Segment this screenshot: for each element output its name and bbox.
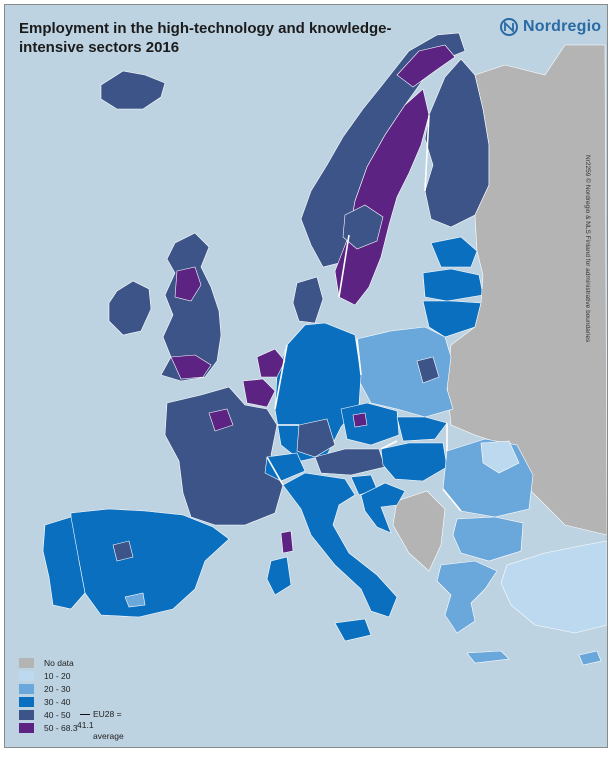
region-slovakia (396, 416, 448, 442)
legend-item-40-50: 40 - 50 (19, 709, 78, 721)
region-corsica (280, 530, 294, 554)
europe-choropleth-map (42, 32, 607, 666)
region-london (170, 354, 212, 380)
map-frame: Employment in the high-technology and kn… (4, 4, 608, 748)
legend-swatch (19, 697, 34, 707)
region-france (164, 386, 284, 526)
region-canary-islands (124, 592, 146, 608)
region-poland (356, 326, 454, 418)
legend-swatch (19, 723, 34, 733)
region-sweden (334, 88, 430, 306)
nordregio-logo-text: Nordregio (523, 18, 602, 35)
map-title: Employment in the high-technology and kn… (19, 20, 392, 56)
legend-label: 10 - 20 (44, 671, 71, 681)
region-greece (436, 560, 498, 634)
legend-label: No data (44, 658, 74, 668)
legend-label: 30 - 40 (44, 697, 71, 707)
region-sardinia (266, 556, 292, 596)
map-credit: Nr2259 © Nordregio & NLS Finland for adm… (584, 155, 591, 343)
region-warsaw (416, 356, 440, 384)
map-legend: No data 10 - 20 20 - 30 30 - 40 40 - 50 … (19, 657, 124, 741)
legend-label: 40 - 50 (44, 710, 71, 720)
region-latvia (422, 268, 484, 302)
legend-average-line (80, 714, 90, 716)
legend-label: 20 - 30 (44, 684, 71, 694)
legend-item-no-data: No data (19, 657, 78, 669)
legend-swatch (19, 671, 34, 681)
region-italy (282, 472, 398, 618)
region-sicily (334, 618, 372, 642)
legend-eu-average-suffix: average (93, 731, 124, 741)
region-hungary (380, 442, 448, 482)
region-iceland (100, 70, 166, 110)
region-estonia (430, 236, 478, 268)
nordregio-logo: Nordregio (499, 17, 601, 37)
legend-swatch (19, 684, 34, 694)
region-cyprus (578, 650, 602, 666)
region-ireland (108, 280, 152, 336)
region-romania-north (480, 440, 520, 474)
legend-label: 50 - 68.3 (44, 723, 78, 733)
legend-eu-average-label: EU28 = 41.1 (77, 709, 122, 730)
region-bulgaria (452, 516, 524, 562)
region-croatia (360, 482, 406, 534)
legend-item-50-68: 50 - 68.3 (19, 722, 78, 734)
region-norway-north (396, 44, 456, 88)
region-spain (70, 508, 230, 618)
region-turkey (500, 540, 607, 634)
region-ile-de-france (208, 408, 234, 432)
region-great-britain (160, 232, 222, 382)
region-crete (466, 650, 510, 664)
region-czechia (340, 402, 400, 446)
legend-item-20-30: 20 - 30 (19, 683, 78, 695)
legend-eu-average: EU28 = 41.1 average (77, 709, 124, 742)
region-scotland-highlands (174, 266, 202, 302)
region-netherlands (256, 348, 286, 378)
legend-item-30-40: 30 - 40 (19, 696, 78, 708)
region-sweden-central (342, 204, 384, 250)
region-madrid (112, 540, 134, 562)
region-germany-south (296, 418, 336, 458)
region-prague (352, 412, 368, 428)
region-portugal (42, 516, 86, 610)
legend-swatch (19, 658, 34, 668)
nordregio-logo-icon (500, 18, 518, 36)
region-switzerland (264, 452, 306, 482)
country-borders (266, 114, 462, 512)
legend-item-10-20: 10 - 20 (19, 670, 78, 682)
region-no-data-balkans (392, 490, 446, 572)
region-denmark (292, 276, 324, 324)
region-belgium (242, 378, 276, 408)
legend-swatch (19, 710, 34, 720)
